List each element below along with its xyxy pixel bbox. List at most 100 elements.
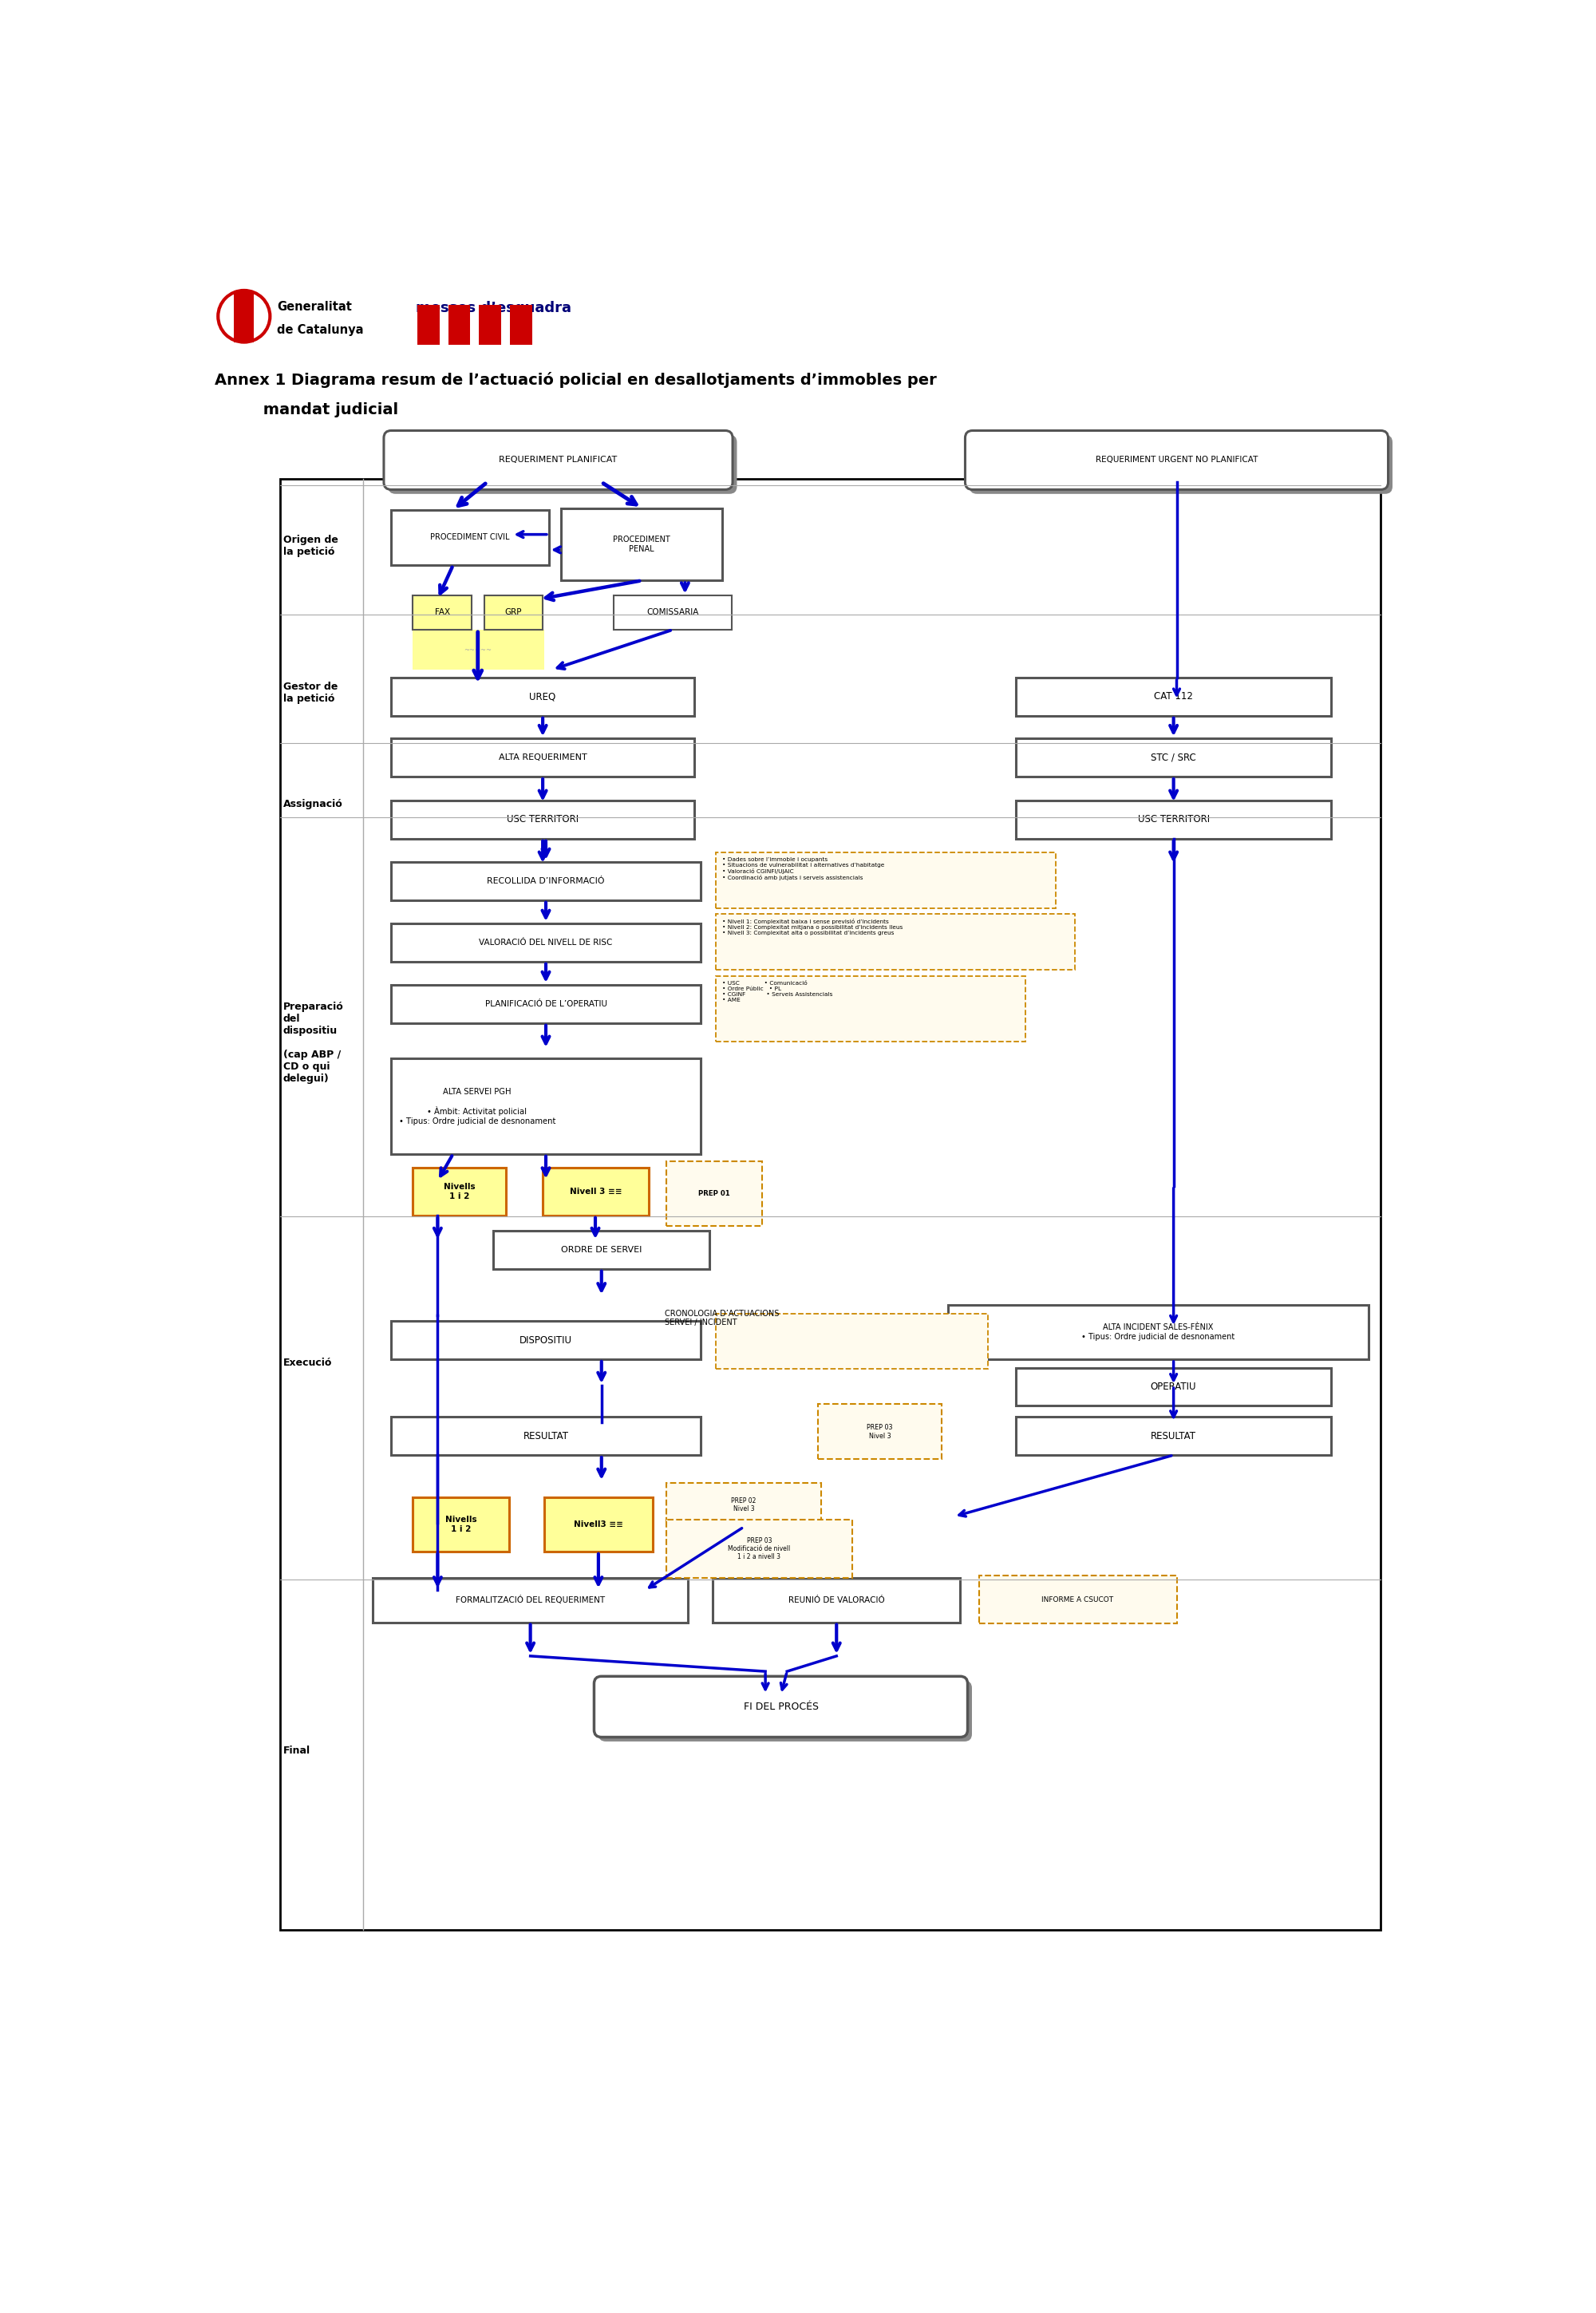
FancyBboxPatch shape: [413, 1497, 509, 1552]
FancyBboxPatch shape: [413, 1168, 506, 1214]
Text: GRP: GRP: [504, 608, 522, 618]
FancyBboxPatch shape: [966, 430, 1389, 490]
Text: CAT 112: CAT 112: [1154, 692, 1194, 701]
FancyBboxPatch shape: [667, 1161, 763, 1226]
FancyBboxPatch shape: [391, 863, 701, 900]
Text: ALTA REQUERIMENT: ALTA REQUERIMENT: [498, 754, 587, 761]
Text: USC TERRITORI: USC TERRITORI: [508, 814, 579, 826]
Text: REQUERIMENT PLANIFICAT: REQUERIMENT PLANIFICAT: [500, 456, 618, 465]
Text: UREQ: UREQ: [530, 692, 555, 701]
FancyBboxPatch shape: [391, 1059, 701, 1154]
FancyBboxPatch shape: [391, 1321, 701, 1360]
FancyBboxPatch shape: [391, 800, 694, 840]
Text: PLANIFICACIÓ DE L’OPERATIU: PLANIFICACIÓ DE L’OPERATIU: [485, 999, 606, 1008]
Text: Gestor de
la petició: Gestor de la petició: [282, 682, 338, 703]
Text: ALTA SERVEI PGH

• Àmbit: Activitat policial
• Tipus: Ordre judicial de desnonam: ALTA SERVEI PGH • Àmbit: Activitat polic…: [399, 1087, 555, 1124]
Text: USC TERRITORI: USC TERRITORI: [1138, 814, 1210, 826]
Text: Nivell 3 ≡≡: Nivell 3 ≡≡: [570, 1187, 622, 1196]
FancyBboxPatch shape: [717, 976, 1025, 1041]
Text: mandat judicial: mandat judicial: [215, 402, 399, 416]
FancyBboxPatch shape: [717, 853, 1057, 909]
FancyBboxPatch shape: [598, 1682, 972, 1742]
Text: Generalitat: Generalitat: [276, 301, 351, 312]
Text: • Nivell 1: Complexitat baixa i sense previsió d’incidents
• Nivell 2: Complexit: • Nivell 1: Complexitat baixa i sense pr…: [721, 918, 903, 934]
FancyBboxPatch shape: [1017, 1367, 1331, 1406]
Text: RESULTAT: RESULTAT: [523, 1432, 568, 1441]
FancyBboxPatch shape: [978, 1575, 1176, 1624]
Bar: [235, 291, 254, 342]
FancyBboxPatch shape: [948, 1305, 1368, 1360]
FancyBboxPatch shape: [1017, 678, 1331, 715]
Text: Origen de
la petició: Origen de la petició: [282, 534, 338, 557]
Bar: [448, 305, 471, 345]
Text: ⊕: ⊕: [233, 303, 255, 328]
Text: Nivells
1 i 2: Nivells 1 i 2: [445, 1515, 477, 1534]
FancyBboxPatch shape: [1017, 1418, 1331, 1455]
Text: FAX: FAX: [434, 608, 450, 618]
FancyBboxPatch shape: [562, 509, 721, 581]
FancyBboxPatch shape: [391, 509, 549, 564]
FancyBboxPatch shape: [717, 1314, 988, 1369]
Text: DISPOSITIU: DISPOSITIU: [520, 1335, 571, 1346]
FancyBboxPatch shape: [391, 738, 694, 777]
FancyBboxPatch shape: [391, 1418, 701, 1455]
FancyBboxPatch shape: [1017, 738, 1331, 777]
FancyBboxPatch shape: [391, 923, 701, 962]
Text: PREP 03
Modificació de nivell
1 i 2 a nivell 3: PREP 03 Modificació de nivell 1 i 2 a ni…: [728, 1536, 790, 1561]
Text: • USC             • Comunicació
• Ordre Públic   • PL
• CGINF           • Servei: • USC • Comunicació • Ordre Públic • PL …: [721, 981, 833, 1002]
Text: PREP 02
Nivel 3: PREP 02 Nivel 3: [731, 1497, 757, 1513]
Text: Nivell3 ≡≡: Nivell3 ≡≡: [575, 1520, 624, 1529]
FancyBboxPatch shape: [484, 594, 543, 629]
FancyBboxPatch shape: [544, 1497, 653, 1552]
Text: INFORME A CSUCOT: INFORME A CSUCOT: [1042, 1596, 1114, 1603]
FancyBboxPatch shape: [614, 594, 731, 629]
FancyBboxPatch shape: [383, 430, 733, 490]
Text: Execució: Execució: [282, 1358, 332, 1369]
Text: VALORACIÓ DEL NIVELL DE RISC: VALORACIÓ DEL NIVELL DE RISC: [479, 939, 613, 946]
Text: PROCEDIMENT
PENAL: PROCEDIMENT PENAL: [613, 537, 670, 553]
Text: • Dades sobre l’immoble i ocupants
• Situacions de vulnerabilitat i alternatives: • Dades sobre l’immoble i ocupants • Sit…: [721, 858, 884, 881]
Text: Final: Final: [282, 1744, 310, 1756]
FancyBboxPatch shape: [1017, 800, 1331, 840]
Text: FI DEL PROCÉS: FI DEL PROCÉS: [744, 1702, 819, 1712]
Text: REQUERIMENT URGENT NO PLANIFICAT: REQUERIMENT URGENT NO PLANIFICAT: [1095, 456, 1258, 465]
Text: FORMALITZACIÓ DEL REQUERIMENT: FORMALITZACIÓ DEL REQUERIMENT: [456, 1596, 605, 1605]
Text: COMISSARIA: COMISSARIA: [646, 608, 699, 618]
Text: mossos d’esquadra: mossos d’esquadra: [417, 301, 571, 315]
Text: Assignació: Assignació: [282, 798, 343, 810]
FancyBboxPatch shape: [391, 985, 701, 1022]
Bar: [511, 305, 531, 345]
FancyBboxPatch shape: [388, 435, 737, 495]
Text: Preparació
del
dispositiu

(cap ABP /
CD o qui
delegui): Preparació del dispositiu (cap ABP / CD …: [282, 1002, 343, 1085]
Bar: [479, 305, 501, 345]
Text: STC / SRC: STC / SRC: [1151, 752, 1197, 763]
FancyBboxPatch shape: [373, 1577, 688, 1621]
Text: ALTA INCIDENT SALES-FÈNIX
• Tipus: Ordre judicial de desnonament: ALTA INCIDENT SALES-FÈNIX • Tipus: Ordre…: [1082, 1323, 1235, 1342]
Text: ~~~~~: ~~~~~: [464, 645, 492, 655]
Text: PREP 03
Nivel 3: PREP 03 Nivel 3: [867, 1425, 892, 1439]
FancyBboxPatch shape: [667, 1520, 852, 1577]
FancyBboxPatch shape: [717, 914, 1074, 969]
FancyBboxPatch shape: [713, 1577, 961, 1621]
FancyBboxPatch shape: [279, 479, 1381, 1929]
FancyBboxPatch shape: [969, 435, 1392, 495]
Text: PROCEDIMENT CIVIL: PROCEDIMENT CIVIL: [431, 534, 509, 541]
Text: RESULTAT: RESULTAT: [1151, 1432, 1197, 1441]
FancyBboxPatch shape: [413, 629, 544, 671]
FancyBboxPatch shape: [543, 1168, 650, 1214]
Text: PREP 01: PREP 01: [699, 1189, 731, 1198]
Text: Annex 1 Diagrama resum de l’actuació policial en desallotjaments d’immobles per: Annex 1 Diagrama resum de l’actuació pol…: [215, 372, 937, 389]
Text: Nivells
1 i 2: Nivells 1 i 2: [444, 1182, 476, 1200]
FancyBboxPatch shape: [667, 1483, 820, 1527]
Text: CRONOLOGIA D’ACTUACIONS
SERVEI / INCIDENT: CRONOLOGIA D’ACTUACIONS SERVEI / INCIDEN…: [666, 1309, 779, 1328]
Text: OPERATIU: OPERATIU: [1151, 1381, 1197, 1392]
FancyBboxPatch shape: [817, 1404, 942, 1460]
Text: RECOLLIDA D’INFORMACIÓ: RECOLLIDA D’INFORMACIÓ: [487, 877, 605, 886]
FancyBboxPatch shape: [391, 678, 694, 715]
FancyBboxPatch shape: [493, 1231, 710, 1270]
FancyBboxPatch shape: [594, 1677, 967, 1737]
Text: REUNIÓ DE VALORACIÓ: REUNIÓ DE VALORACIÓ: [788, 1596, 884, 1605]
Bar: [417, 305, 439, 345]
FancyBboxPatch shape: [413, 594, 472, 629]
Text: ORDRE DE SERVEI: ORDRE DE SERVEI: [562, 1247, 642, 1254]
